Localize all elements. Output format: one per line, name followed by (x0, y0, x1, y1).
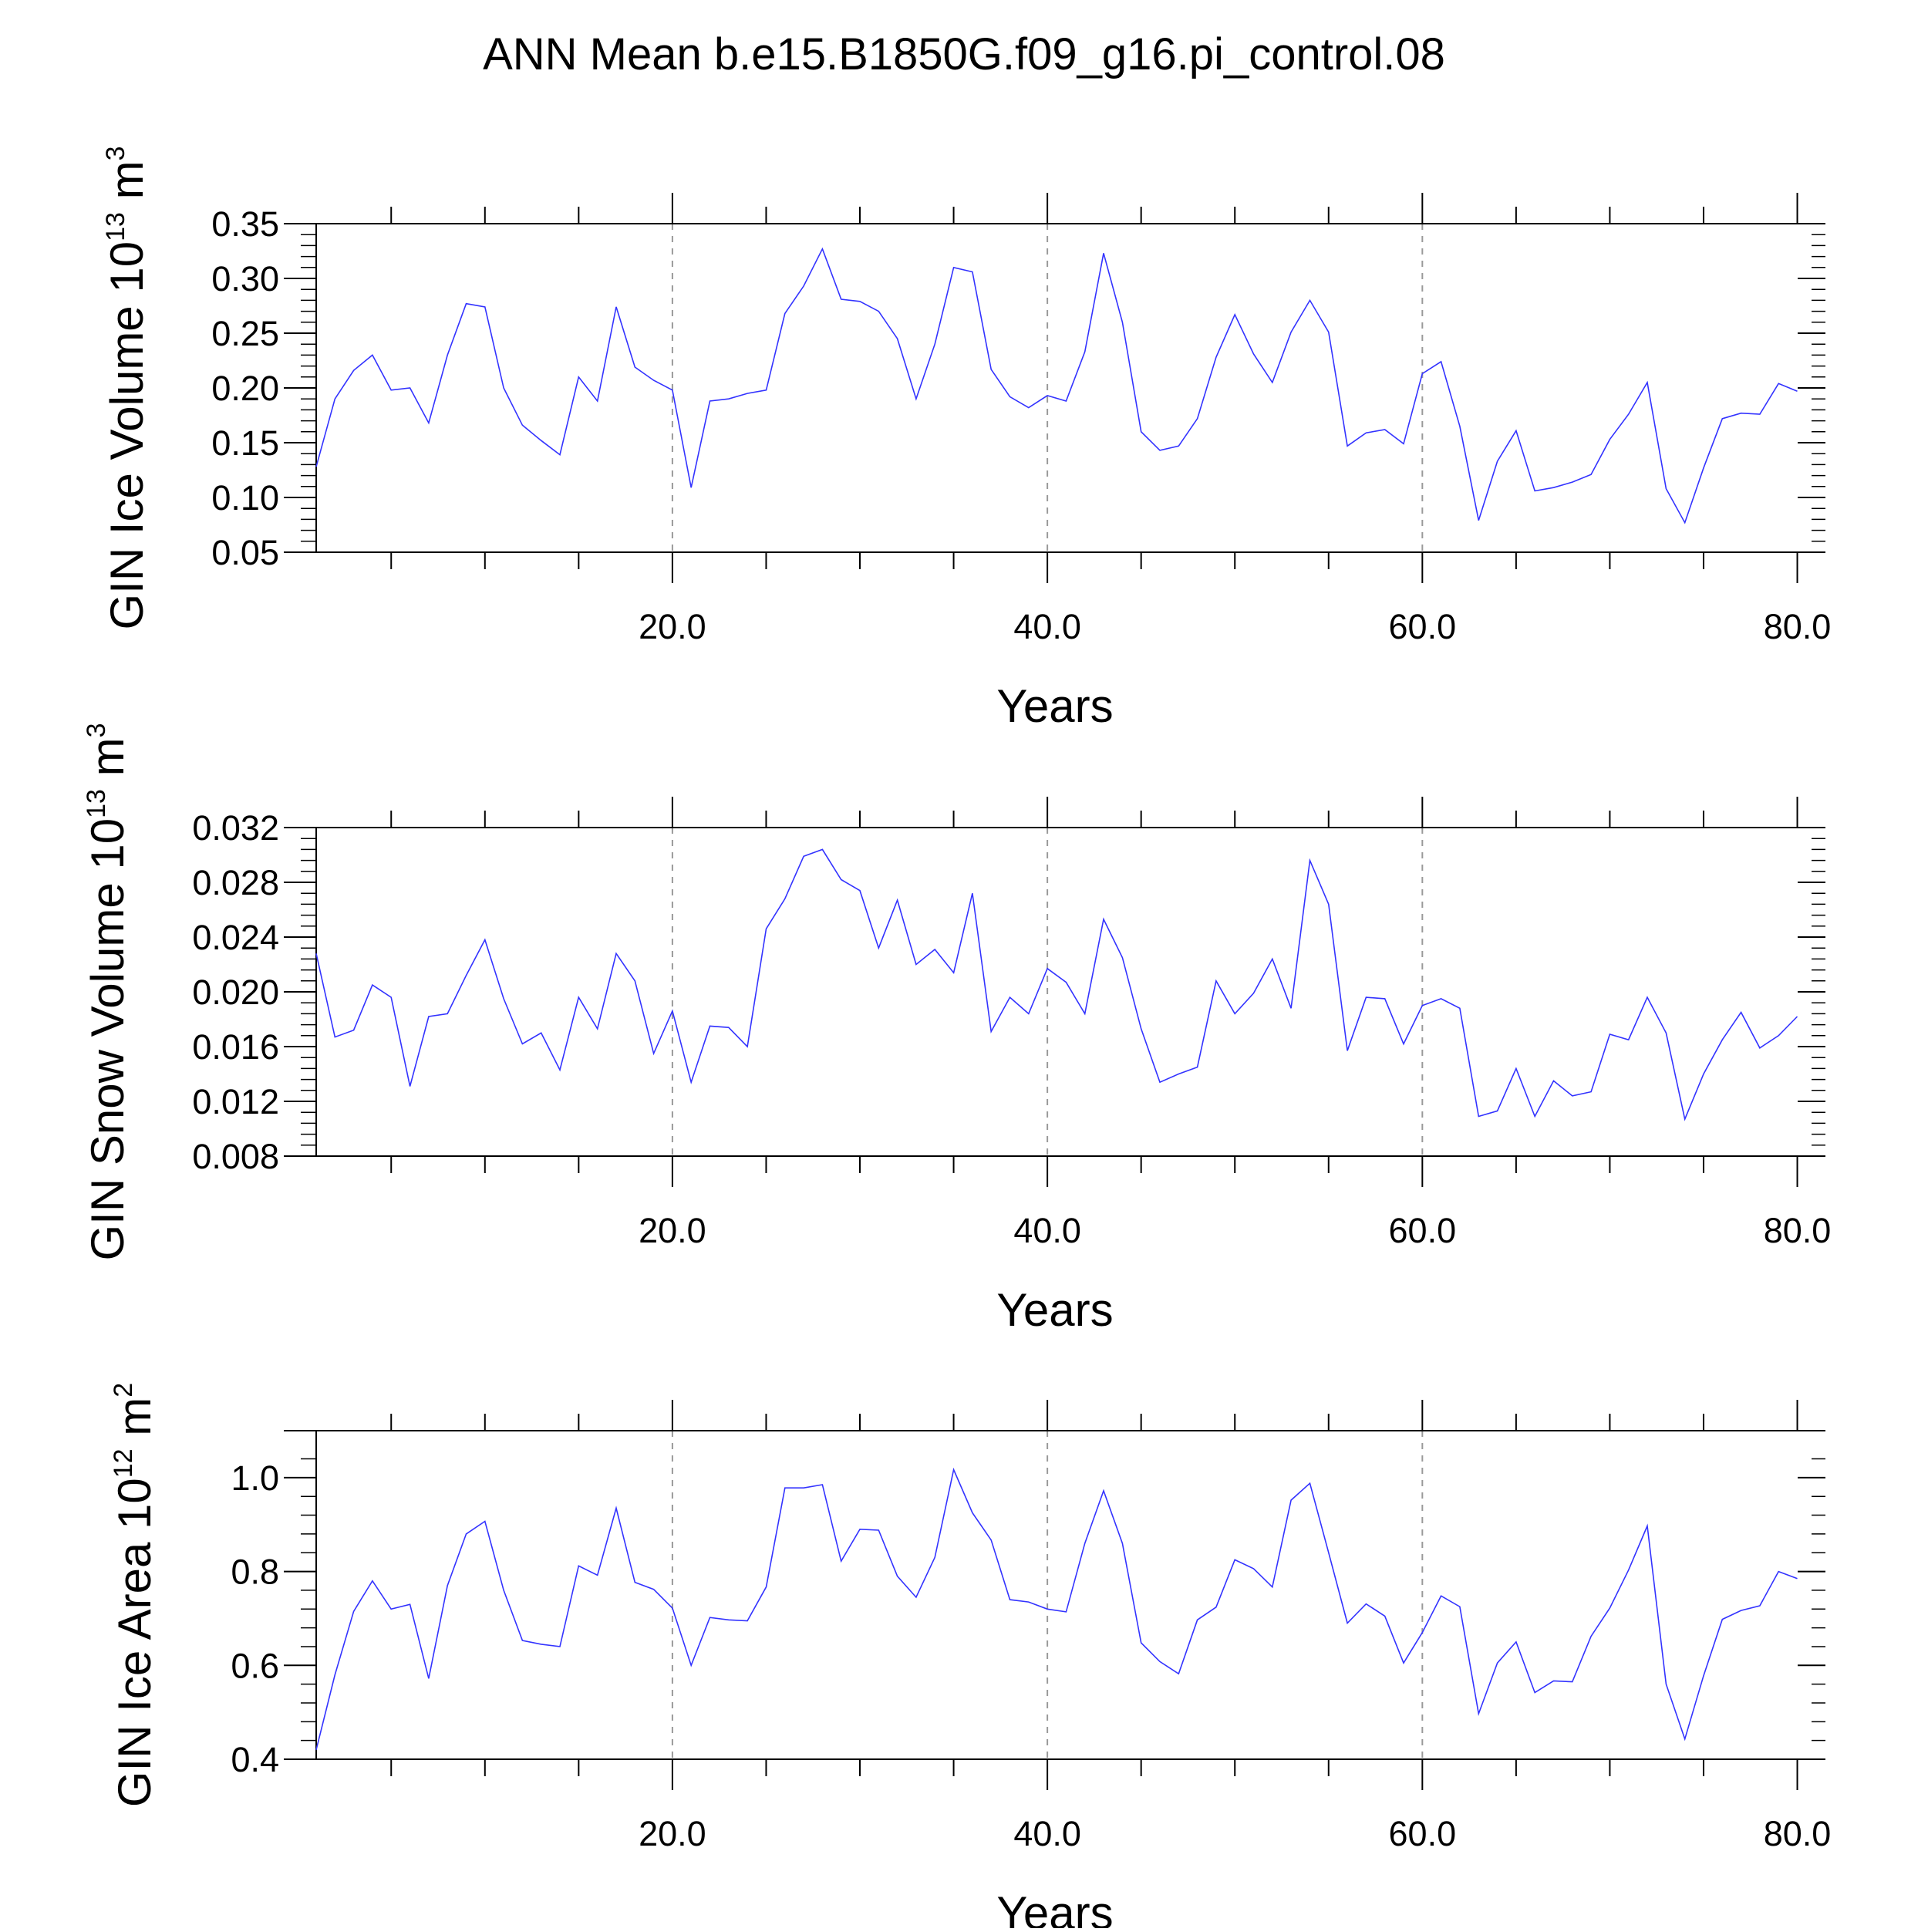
x-tick-label: 40.0 (1013, 607, 1081, 646)
panels: 0.05 0.10 0.15 0.20 0.25 0.30 0.35 20.0 40.0 60.0… (82, 147, 1832, 1932)
x-tick-label: 60.0 (1389, 1814, 1457, 1853)
y-axis-title-exponent: 13 (101, 212, 130, 241)
chart-title: ANN Mean b.e15.B1850G.f09_g16.pi_control… (483, 29, 1445, 79)
panel-1: 0.05 0.10 0.15 0.20 0.25 0.30 0.35 20.0 40.0 60.0… (101, 147, 1831, 733)
x-tick-label: 60.0 (1389, 1211, 1457, 1250)
x-axis-title: Years (996, 1284, 1113, 1336)
y-axis-title-unit: m (109, 1398, 160, 1449)
y-axis-title-text: GIN Ice Volume 10 (101, 241, 153, 630)
y-tick-label: 1.0 (231, 1458, 279, 1498)
y-tick-label: 0.032 (192, 808, 279, 848)
x-tick-label: 80.0 (1764, 1211, 1832, 1250)
y-tick-label: 0.35 (211, 204, 279, 244)
y-tick-label: 0.008 (192, 1137, 279, 1176)
y-axis-title: GIN Snow Volume 1013 m3 (82, 723, 133, 1260)
x-tick-label: 20.0 (639, 607, 706, 646)
y-tick-label: 0.8 (231, 1553, 279, 1592)
series-line (315, 848, 1798, 1121)
y-tick-label: 0.020 (192, 973, 279, 1012)
panel-3: 0.4 0.6 0.8 1.0 20.0 40.0 60.0 80.0 Years GIN Ice… (109, 1383, 1832, 1932)
y-tick-label: 0.024 (192, 918, 279, 957)
series-line (315, 247, 1798, 524)
x-tick-label: 40.0 (1013, 1211, 1081, 1250)
y-tick-label: 0.028 (192, 863, 279, 902)
x-tick-label: 80.0 (1764, 1814, 1832, 1853)
y-tick-label: 0.20 (211, 369, 279, 408)
y-axis-title-unit-exponent: 3 (101, 147, 130, 161)
x-tick-label: 20.0 (639, 1211, 706, 1250)
x-axis-title: Years (996, 680, 1113, 732)
y-axis-title-unit: m (101, 160, 153, 212)
y-tick-label: 0.30 (211, 259, 279, 298)
y-axis-title: GIN Ice Area 1012 m2 (109, 1383, 160, 1807)
x-tick-label: 40.0 (1013, 1814, 1081, 1853)
y-tick-label: 0.10 (211, 478, 279, 518)
y-tick-label: 0.012 (192, 1082, 279, 1121)
y-axis-title-unit-exponent: 3 (82, 723, 111, 737)
panel-2: 0.008 0.012 0.016 0.020 0.024 0.028 0.032 20.0 4… (82, 723, 1831, 1336)
y-axis-title-unit-exponent: 2 (109, 1383, 138, 1398)
series-line (315, 1467, 1798, 1750)
y-tick-label: 0.15 (211, 423, 279, 463)
y-tick-label: 0.25 (211, 314, 279, 353)
y-axis-title-text: GIN Ice Area 10 (109, 1478, 160, 1807)
y-tick-label: 0.05 (211, 533, 279, 572)
y-tick-label: 0.016 (192, 1027, 279, 1067)
y-tick-label: 0.4 (231, 1740, 279, 1779)
y-axis-title-text: GIN Snow Volume 10 (82, 818, 133, 1261)
x-tick-label: 60.0 (1389, 607, 1457, 646)
y-axis-title-exponent: 13 (82, 789, 111, 818)
x-axis-title: Years (996, 1887, 1113, 1928)
y-axis-title: GIN Ice Volume 1013 m3 (101, 147, 153, 630)
y-tick-label: 0.6 (231, 1646, 279, 1685)
y-axis-title-exponent: 12 (109, 1448, 138, 1478)
x-tick-label: 80.0 (1764, 607, 1832, 646)
x-tick-label: 20.0 (639, 1814, 706, 1853)
y-axis-title-unit: m (82, 737, 133, 789)
